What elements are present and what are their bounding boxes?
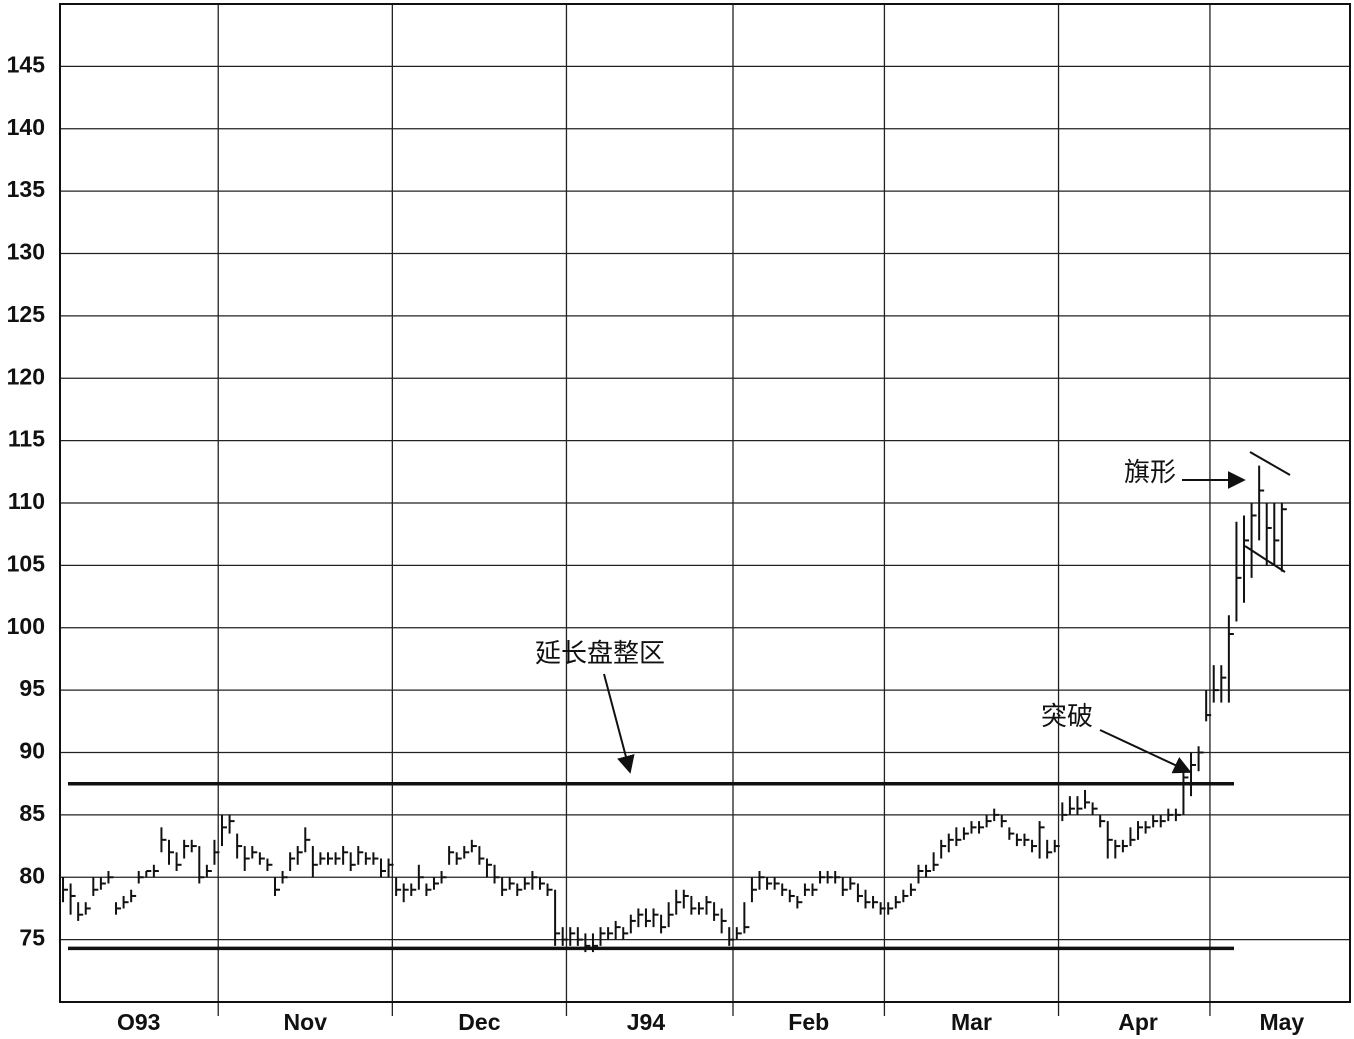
y-tick-label: 75	[19, 925, 45, 951]
y-tick-label: 145	[7, 51, 46, 77]
bars	[62, 465, 1287, 953]
x-tick-label: O93	[117, 1009, 160, 1035]
y-tick-label: 110	[8, 488, 45, 514]
y-tick-label: 90	[19, 738, 45, 764]
annotation: 延长盘整区	[535, 638, 665, 668]
y-tick-label: 80	[19, 862, 45, 888]
plot-frame	[59, 3, 1351, 1003]
y-tick-label: 135	[7, 176, 46, 202]
annotation: 旗形	[1124, 457, 1176, 487]
x-tick-label: May	[1259, 1009, 1304, 1035]
annotation-arrow	[1099, 729, 1192, 774]
x-tick-label: Dec	[458, 1009, 500, 1035]
y-tick-label: 140	[7, 114, 45, 140]
flag-line	[1249, 451, 1291, 476]
flag-line	[1244, 545, 1286, 573]
x-tick-label: Feb	[788, 1009, 829, 1035]
annotation-arrow	[603, 673, 635, 774]
x-tick-label: Apr	[1118, 1009, 1158, 1035]
y-tick-label: 105	[7, 550, 46, 576]
x-tick-label: Mar	[951, 1009, 992, 1035]
y-tick-label: 115	[8, 426, 45, 452]
y-tick-label: 100	[7, 613, 45, 639]
x-tick-label: Nov	[284, 1009, 328, 1035]
y-tick-label: 125	[7, 301, 46, 327]
y-tick-label: 120	[7, 363, 45, 389]
y-tick-label: 95	[19, 675, 45, 701]
annotation: 突破	[1041, 701, 1093, 731]
y-tick-label: 85	[19, 800, 45, 826]
x-tick-label: J94	[627, 1009, 666, 1035]
y-tick-label: 130	[7, 239, 45, 265]
grid	[60, 4, 1350, 1016]
